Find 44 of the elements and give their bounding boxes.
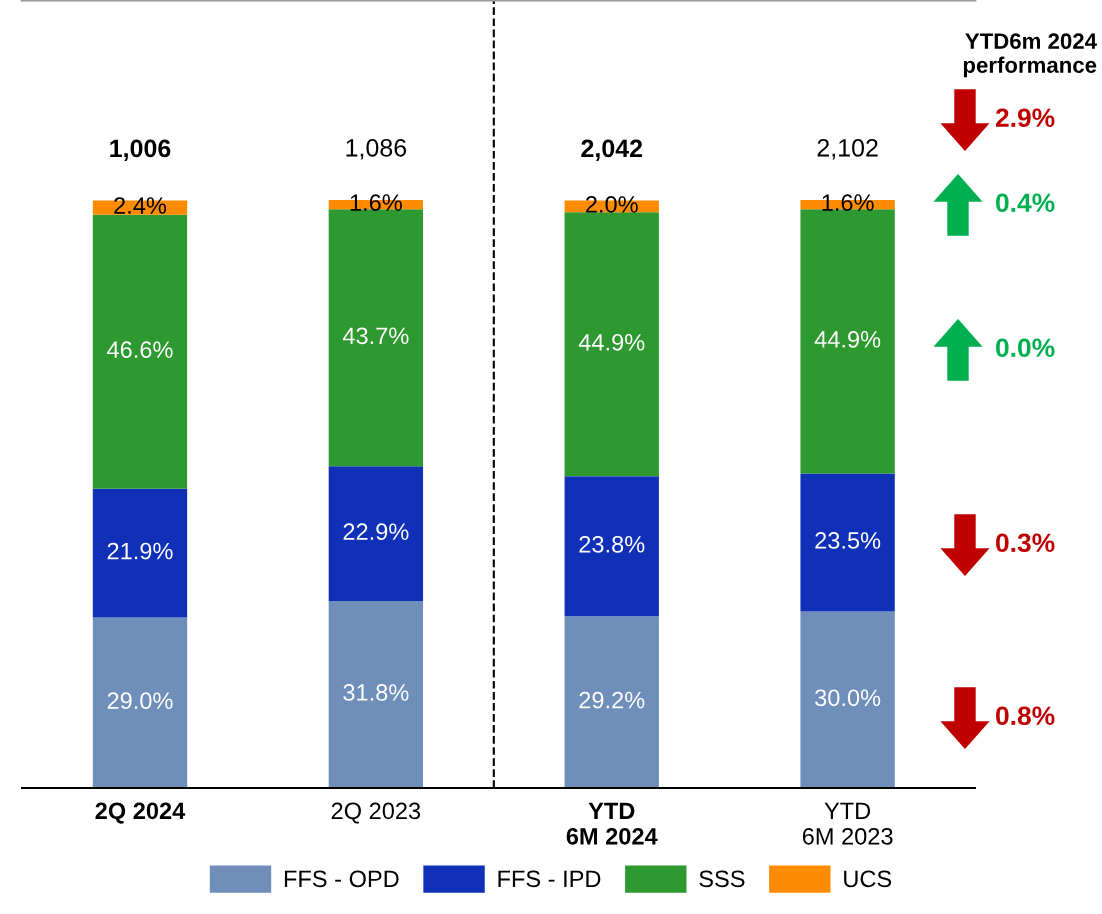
data-label: 23.8% bbox=[579, 535, 645, 553]
data-label: 46.6% bbox=[107, 341, 173, 358]
data-label: 23.5% bbox=[815, 532, 881, 549]
bar bbox=[92, 214, 188, 489]
bar bbox=[92, 488, 188, 618]
text: 2.9% bbox=[995, 108, 1055, 128]
legend-label: FFS - OPD bbox=[284, 870, 399, 888]
bar bbox=[564, 616, 659, 788]
annotation: 1,006 bbox=[110, 139, 171, 161]
data-label: 2.0% bbox=[586, 196, 638, 213]
legend-label: FFS - IPD bbox=[498, 870, 601, 888]
data-label: 44.9% bbox=[814, 330, 881, 348]
data-label: 21.9% bbox=[107, 542, 173, 560]
legend-label: SSS bbox=[699, 870, 745, 888]
bar bbox=[328, 466, 424, 601]
bar bbox=[92, 617, 188, 788]
data-label: 2.4% bbox=[114, 197, 167, 214]
text: 0.4% bbox=[996, 193, 1055, 213]
annotation: YTD6m 2024 performance bbox=[963, 33, 1097, 78]
bar bbox=[564, 212, 659, 477]
bar bbox=[564, 476, 659, 617]
x-tick-label: YTD 6M 2023 bbox=[802, 802, 893, 845]
x-tick-label: 2Q 2024 bbox=[95, 802, 186, 824]
data-label: 43.7% bbox=[342, 327, 409, 345]
text: 0.0% bbox=[996, 338, 1055, 358]
text: 0.8% bbox=[996, 706, 1055, 726]
bar bbox=[800, 209, 895, 474]
data-label: 31.8% bbox=[343, 684, 409, 701]
annotation: 2,102 bbox=[817, 138, 878, 160]
text: 0.3% bbox=[996, 533, 1055, 553]
x-tick-label: 2Q 2023 bbox=[331, 802, 421, 824]
data-label: 30.0% bbox=[815, 689, 881, 707]
annotation: 2,042 bbox=[581, 139, 643, 161]
data-label: 29.2% bbox=[579, 691, 645, 709]
data-label: 22.9% bbox=[343, 523, 409, 540]
annotation: 1,086 bbox=[346, 138, 407, 160]
data-label: 29.0% bbox=[107, 692, 173, 710]
data-label: 44.9% bbox=[578, 333, 645, 351]
bar bbox=[800, 473, 895, 612]
bar bbox=[800, 611, 895, 788]
bar bbox=[328, 601, 424, 788]
bar bbox=[328, 209, 424, 467]
legend-label: UCS bbox=[844, 870, 892, 888]
x-tick-label: YTD 6M 2024 bbox=[566, 802, 658, 845]
